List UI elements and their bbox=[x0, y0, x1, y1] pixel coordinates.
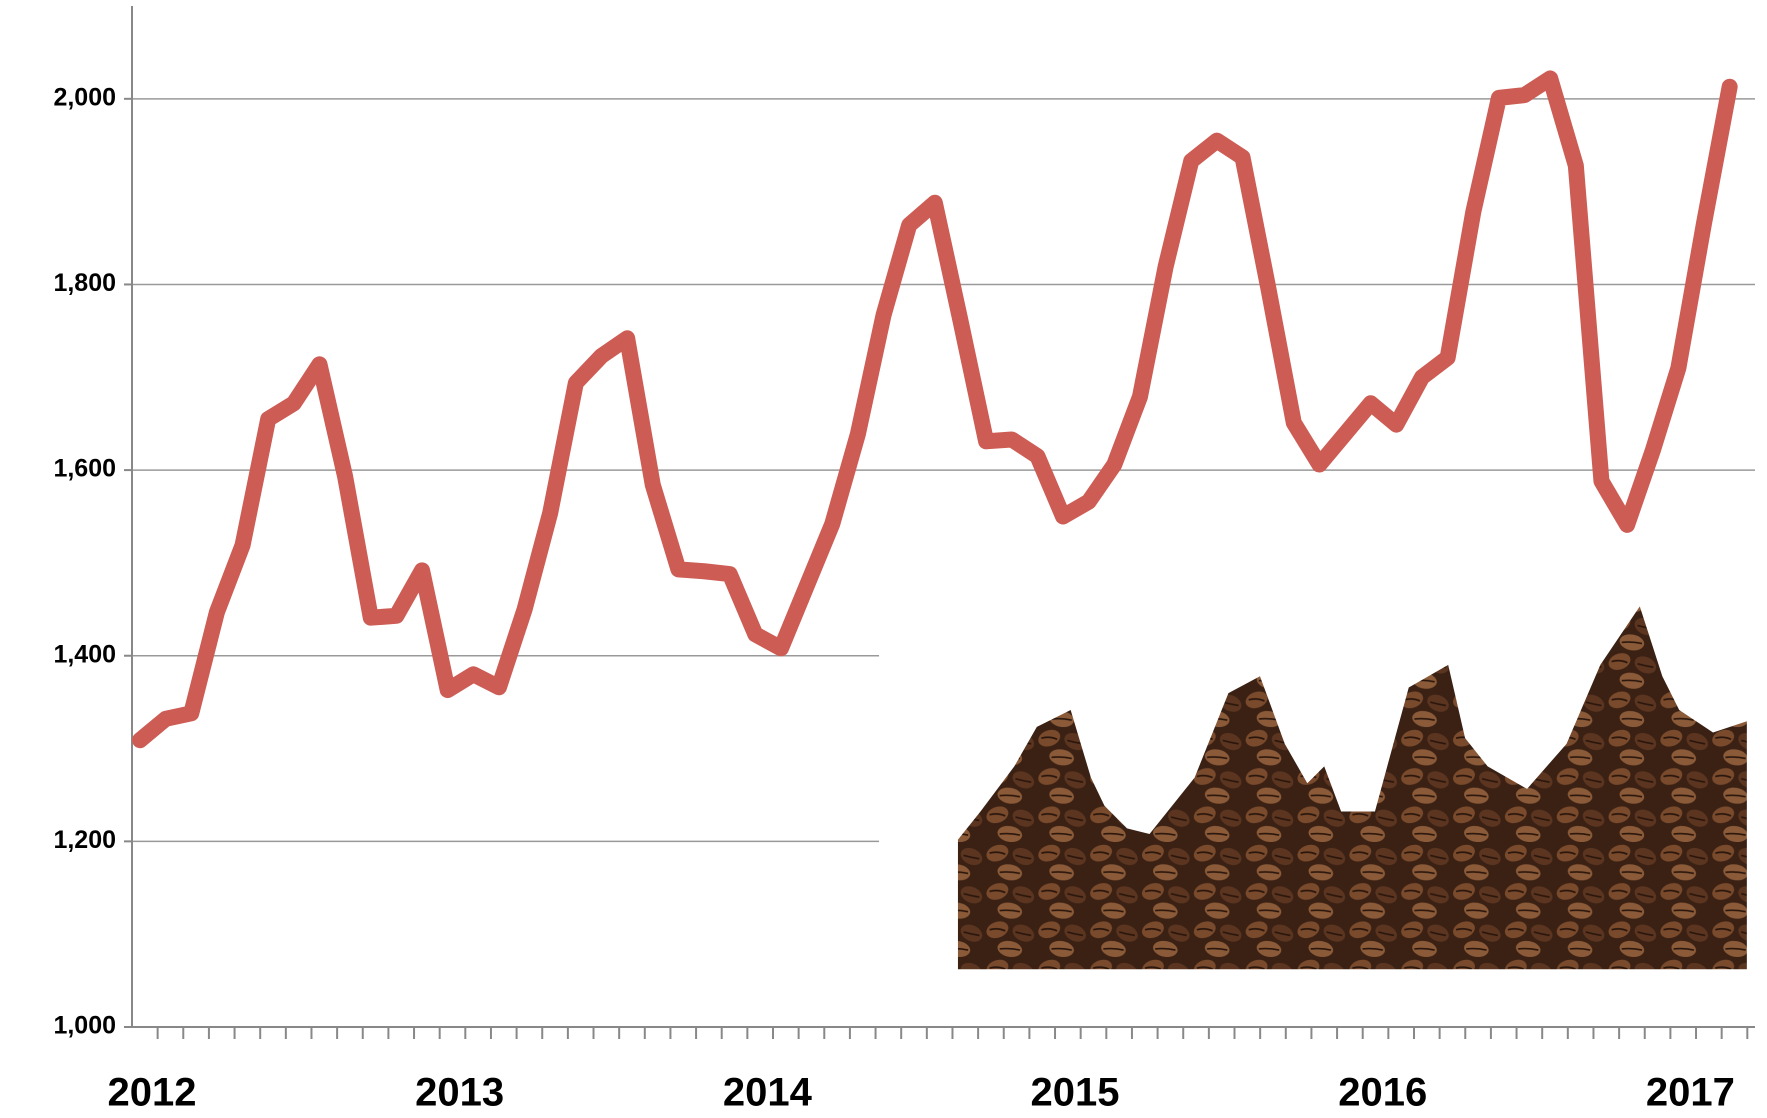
y-tick-label: 1,600 bbox=[53, 455, 116, 483]
y-tick-label: 2,000 bbox=[53, 83, 116, 111]
data-line bbox=[132, 70, 1738, 749]
coffee-beans bbox=[957, 606, 1747, 970]
x-tick-label: 2014 bbox=[723, 1071, 813, 1115]
x-tick-label: 2015 bbox=[1031, 1071, 1120, 1115]
y-tick-label: 1,400 bbox=[53, 640, 116, 668]
plot: 1,000 1,200 1,400 1,600 1,800 2,000 2012 2013 20… bbox=[53, 6, 1755, 1115]
coffee-image bbox=[879, 606, 1764, 981]
x-tick-label: 2016 bbox=[1338, 1071, 1427, 1115]
y-tick-label: 1,000 bbox=[53, 1012, 116, 1040]
y-tick-label: 1,200 bbox=[53, 826, 116, 854]
x-tick-label: 2017 bbox=[1646, 1071, 1735, 1115]
y-tick-label: 1,800 bbox=[53, 269, 116, 297]
x-tick-label: 2012 bbox=[108, 1071, 197, 1115]
x-tick-label: 2013 bbox=[415, 1071, 504, 1115]
